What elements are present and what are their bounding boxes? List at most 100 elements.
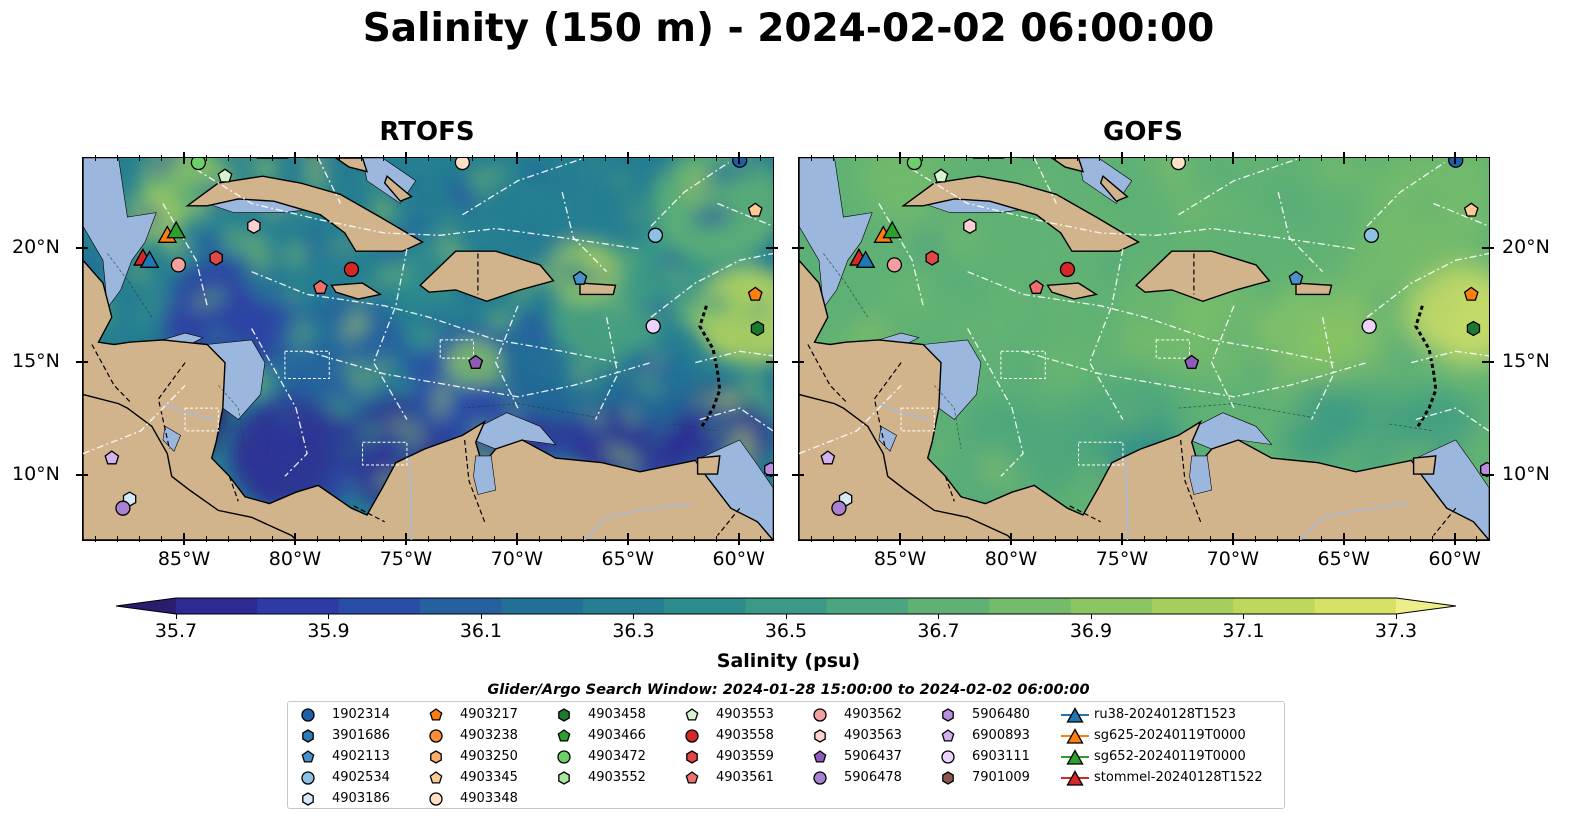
legend-marker-icon [813,771,827,785]
legend-marker-icon [941,729,955,742]
colorbar-tick-label: 37.3 [1374,620,1418,642]
colorbar-tick [1395,614,1397,619]
colorbar-bar [115,597,1457,615]
minor-tick [649,155,651,161]
minor-tick [649,536,651,542]
minor-tick [1476,155,1478,161]
minor-tick [988,536,990,542]
minor-tick [183,536,185,542]
map-marker-sg652-20240119T0000 [882,220,903,239]
legend-marker-icon [301,771,315,785]
legend-marker-icon [1061,770,1089,786]
legend-circle-marker [941,750,955,764]
colorbar-tick-label: 36.5 [764,620,808,642]
map-marker-4903458 [1466,320,1481,337]
colorbar-segment [908,598,990,614]
legend-circle-marker [429,729,443,743]
y-tick-label-left: 10°N [12,463,60,486]
y-tick-mark [792,246,804,249]
map-marker-ru38-20240128T1523 [855,250,876,268]
minor-tick [560,536,562,542]
minor-tick [1077,536,1079,542]
minor-tick [427,536,429,542]
minor-tick [94,155,96,161]
minor-tick [272,155,274,161]
minor-tick [1210,536,1212,542]
minor-tick [1432,155,1434,161]
minor-tick [205,155,207,161]
colorbar-tick-label: 36.1 [459,620,503,642]
minor-tick [1121,536,1123,542]
minor-tick [693,536,695,542]
map-marker-4903561 [1028,279,1044,294]
minor-tick [449,155,451,161]
minor-tick [1143,155,1145,161]
legend-marker-icon [430,750,442,764]
minor-tick [538,536,540,542]
legend-label: 4903186 [332,791,390,806]
land-hispaniola [419,250,555,303]
minor-tick [1054,155,1056,161]
land-bahamas2 [1099,175,1129,203]
legend-marker-icon [813,750,827,763]
legend-pentagon-marker [429,771,443,784]
legend-triangle-marker [1066,728,1084,744]
minor-tick [427,155,429,161]
minor-tick [855,536,857,542]
minor-tick [449,536,451,542]
minor-tick [1409,536,1411,542]
map-marker-4903345 [1463,202,1479,217]
y-tick-mark [766,360,778,363]
legend-marker-icon [302,729,314,743]
minor-tick [1365,536,1367,542]
legend-pentagon-marker [429,708,443,721]
land-cuba [185,175,425,252]
minor-tick [1099,155,1101,161]
minor-tick [988,155,990,161]
colorbar-segment [420,598,502,614]
legend-hexagon-marker [302,792,314,806]
colorbar-tick-label: 36.9 [1069,620,1113,642]
colorbar-tick [480,614,482,619]
minor-tick [1099,536,1101,542]
minor-tick [1454,155,1456,161]
minor-tick [1254,536,1256,542]
legend-circle-marker [813,771,827,785]
gofs-map-canvas [799,158,1489,540]
legend-marker-icon [558,771,570,785]
y-tick-mark [766,474,778,477]
minor-tick [116,155,118,161]
legend-pentagon-marker [685,708,699,721]
legend-pentagon-marker [301,750,315,763]
land-jamaica [1046,282,1099,300]
minor-tick [899,155,901,161]
minor-tick [760,536,762,542]
minor-tick [316,536,318,542]
legend-hexagon-marker [942,708,954,722]
land-bahamas2 [383,175,413,203]
legend-marker-icon [429,708,443,721]
legend-label: ru38-20240128T1523 [1094,707,1237,722]
map-marker-4903553 [217,168,233,183]
land-bahamas1 [1050,158,1085,173]
x-tick-label: 80°W [268,548,322,570]
legend-circle-marker [813,708,827,722]
minor-tick [183,155,185,161]
y-tick-mark [792,360,804,363]
minor-tick [139,155,141,161]
y-tick-label-left: 20°N [12,235,60,258]
legend-circle-marker [685,729,699,743]
minor-tick [516,155,518,161]
minor-tick [605,155,607,161]
land-puertorico [579,282,617,296]
legend-marker-icon [686,750,698,764]
minor-tick [605,536,607,542]
minor-tick [738,536,740,542]
map-marker-5906480 [1480,461,1489,478]
minor-tick [760,155,762,161]
map-marker-6903111 [645,318,661,334]
land-trinidad [1412,455,1437,475]
minor-tick [250,536,252,542]
legend-label: 4903466 [588,728,646,743]
legend-label: sg625-20240119T0000 [1094,728,1246,743]
